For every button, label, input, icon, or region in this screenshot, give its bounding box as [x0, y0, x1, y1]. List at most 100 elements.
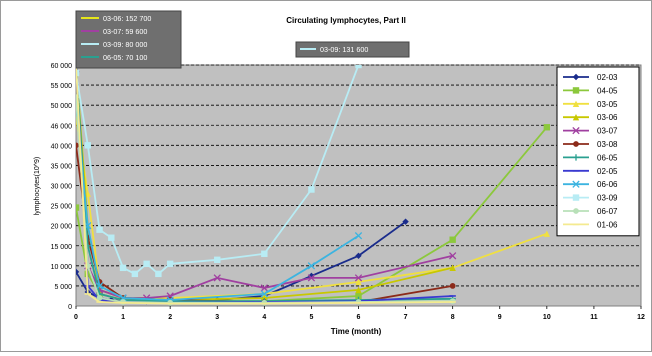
y-tick-label: 40 000	[51, 143, 73, 150]
data-point	[354, 274, 363, 282]
y-tick-label: 46 000	[51, 123, 73, 130]
y-tick-label: 35 000	[51, 163, 73, 170]
legend-label: 02-03	[597, 73, 618, 82]
legend-item: 03-08	[563, 140, 618, 149]
data-point	[572, 73, 580, 81]
y-tick-label: 5 000	[54, 284, 72, 291]
y-tick-label: 0	[68, 304, 72, 311]
data-point	[355, 278, 362, 286]
data-point	[76, 142, 79, 149]
x-tick-label: 3	[215, 314, 219, 321]
data-point	[354, 232, 363, 240]
data-point	[155, 270, 162, 278]
data-point	[95, 282, 104, 290]
data-point	[96, 295, 103, 301]
series-03-09	[76, 65, 362, 278]
callout-box-2: 03-09: 131 600	[295, 41, 410, 58]
y-tick-label: 10 000	[51, 264, 73, 271]
data-point	[402, 218, 409, 225]
legend-item: 06-05	[563, 153, 618, 162]
legend-item: 02-03	[563, 73, 618, 82]
series-line	[76, 65, 453, 305]
legend-label: 01-06	[597, 220, 618, 229]
data-point	[543, 124, 551, 131]
legend-label: 06-06	[597, 180, 618, 189]
callout-box-1: 03-06: 152 700 03-07: 59 600 03-09: 80 000…	[75, 10, 182, 69]
data-point	[76, 69, 80, 77]
x-tick-label: 11	[590, 314, 598, 321]
data-point	[96, 226, 103, 233]
data-point	[307, 262, 316, 270]
y-tick-label: 25 000	[51, 204, 73, 211]
y-tick-label: 30 000	[51, 184, 73, 191]
data-point	[572, 154, 580, 161]
data-point	[449, 264, 456, 272]
y-tick-label: 50 000	[51, 103, 73, 110]
legend-item: 03-09	[563, 194, 618, 203]
data-point	[261, 294, 268, 302]
data-point	[449, 283, 456, 289]
legend: 02-03 04-05 03-05 03-06 03-07 03-08 06-05 02-05…	[556, 66, 640, 237]
data-point	[213, 274, 221, 282]
x-tick-label: 5	[309, 314, 313, 321]
data-point	[572, 126, 580, 135]
data-point	[76, 204, 80, 211]
y-tick-label: 20 000	[51, 224, 73, 231]
data-point	[108, 234, 115, 241]
data-point	[76, 268, 80, 276]
x-tick-label: 9	[498, 314, 502, 321]
data-point	[355, 65, 362, 69]
x-tick-label: 7	[404, 314, 408, 321]
x-axis-label: Time (month)	[331, 327, 382, 336]
y-tick-label: 15 000	[51, 244, 73, 251]
data-point	[543, 230, 551, 237]
series-line	[76, 105, 359, 301]
legend-label: 03-06	[597, 113, 618, 122]
legend-item: 02-05	[563, 167, 618, 176]
data-point	[355, 286, 362, 294]
x-tick-label: 1	[121, 314, 125, 321]
data-point	[84, 142, 91, 149]
legend-label: 03-07	[597, 127, 618, 136]
data-point	[572, 194, 580, 201]
callout-text: 03-07: 59 600	[103, 27, 147, 36]
x-tick-label: 6	[357, 314, 361, 321]
legend-item: 03-05	[563, 100, 618, 109]
legend-item: 06-07	[563, 207, 618, 216]
legend-item: 03-07	[563, 127, 618, 136]
data-point	[307, 274, 316, 282]
callout-2-bg	[295, 41, 410, 58]
y-axis-label: lymphocytes(10^9)	[34, 157, 41, 216]
callout-text: 03-06: 152 700	[103, 14, 151, 23]
callout-text: 03-09: 80 000	[103, 40, 147, 49]
legend-item: 01-06	[563, 220, 618, 229]
legend-item: 04-05	[563, 86, 618, 95]
y-tick-label: 55 000	[51, 83, 73, 90]
legend-label: 06-05	[597, 153, 618, 162]
x-tick-label: 4	[262, 314, 266, 321]
legend-label: 06-07	[597, 207, 618, 216]
data-point	[261, 250, 268, 257]
x-tick-label: 2	[168, 314, 172, 321]
data-point	[573, 141, 579, 147]
data-point	[572, 100, 580, 107]
data-point	[449, 236, 456, 243]
callout-1-bg	[75, 10, 182, 69]
data-point	[572, 87, 580, 94]
data-point	[166, 260, 174, 268]
data-point	[355, 252, 362, 259]
legend-label: 03-05	[597, 100, 618, 109]
legend-box	[556, 66, 640, 237]
chart-title: Circulating lymphocytes, Part II	[286, 16, 406, 25]
series-line	[76, 65, 453, 303]
callout-text: 06-05: 70 100	[103, 53, 147, 62]
data-point	[449, 252, 457, 260]
data-point	[260, 290, 268, 298]
data-point	[355, 292, 362, 300]
y-tick-label: 60 000	[51, 63, 73, 70]
data-point	[119, 264, 127, 272]
legend-label: 04-05	[597, 86, 618, 95]
series-01-06	[76, 65, 456, 305]
